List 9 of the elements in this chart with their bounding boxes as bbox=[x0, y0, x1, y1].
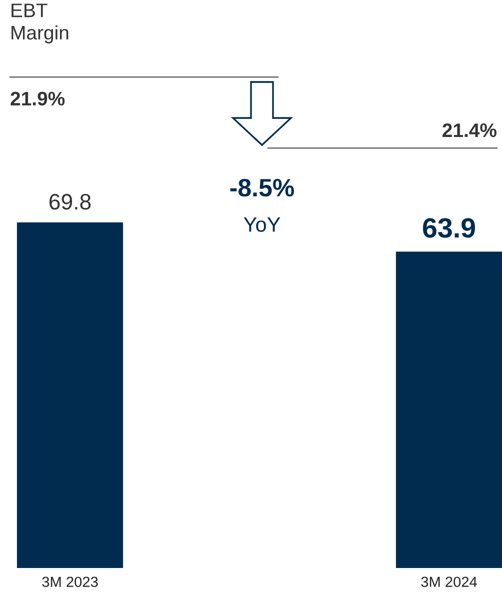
x-tick-label: 3M 2024 bbox=[421, 576, 477, 588]
data-label: 63.9 bbox=[422, 218, 476, 238]
text: EBT Margin bbox=[12, 4, 68, 44]
x-tick-label: 3M 2023 bbox=[42, 576, 98, 588]
data-label: 69.8 bbox=[50, 194, 91, 210]
text: -8.5% bbox=[230, 178, 294, 197]
annotation: YoY bbox=[244, 217, 280, 232]
text: 21.4% bbox=[442, 123, 496, 138]
text: 21.9% bbox=[10, 92, 65, 106]
